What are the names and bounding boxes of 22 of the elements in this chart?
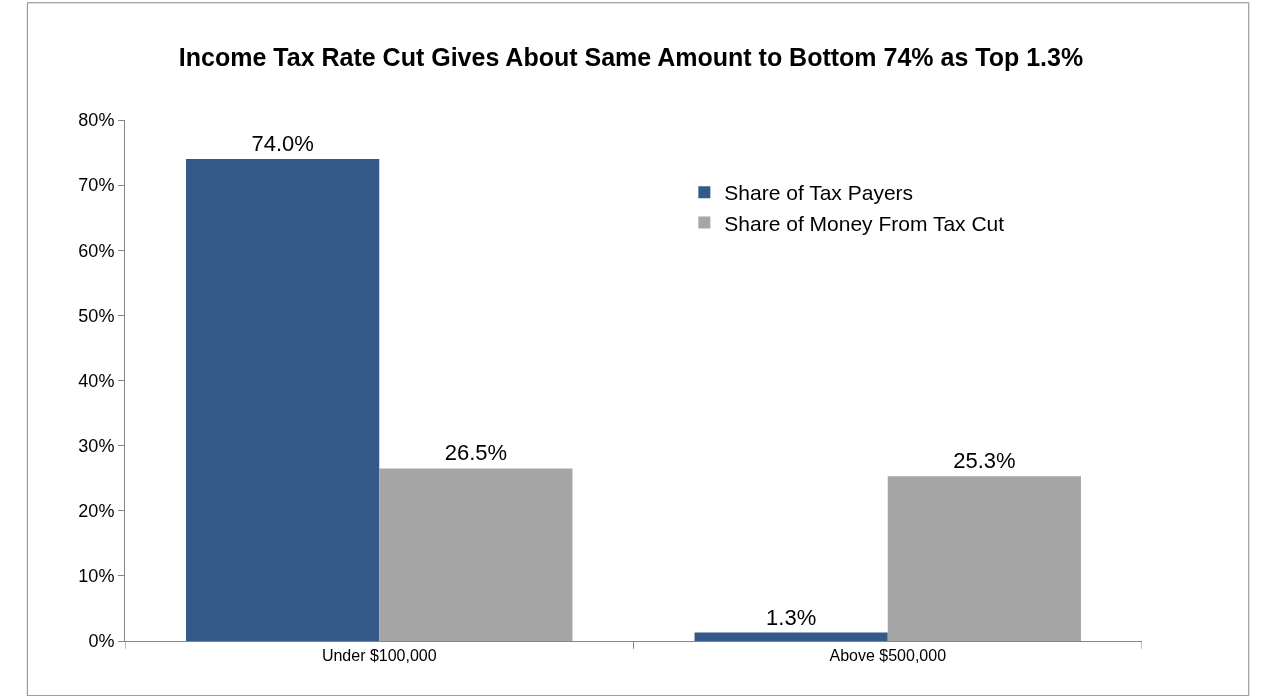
y-tick-label: 0% <box>88 631 115 652</box>
bar <box>186 159 380 641</box>
bar <box>379 468 573 641</box>
data-label: 25.3% <box>953 448 1016 474</box>
data-label: 1.3% <box>766 604 817 630</box>
x-tick-label: Under $100,000 <box>321 647 437 665</box>
y-tick-label: 70% <box>78 175 115 196</box>
data-label: 74.0% <box>251 131 314 157</box>
chart-title: Income Tax Rate Cut Gives About Same Amount to Bottom 74% as Top 1.3% <box>178 43 1084 72</box>
x-tick-label: Above $500,000 <box>829 647 947 665</box>
legend-label: Share of Money From Tax Cut <box>724 211 1005 235</box>
y-tick-label: 30% <box>78 435 115 456</box>
bar <box>694 632 888 641</box>
y-tick-label: 80% <box>78 110 115 131</box>
y-tick-label: 60% <box>78 240 115 261</box>
y-tick-label: 10% <box>78 566 115 587</box>
legend-label: Share of Tax Payers <box>724 181 914 205</box>
y-tick-label: 40% <box>78 370 115 391</box>
data-label: 26.5% <box>444 440 508 466</box>
bar <box>887 476 1081 641</box>
y-tick-label: 50% <box>78 305 115 326</box>
y-tick-label: 20% <box>78 501 115 522</box>
